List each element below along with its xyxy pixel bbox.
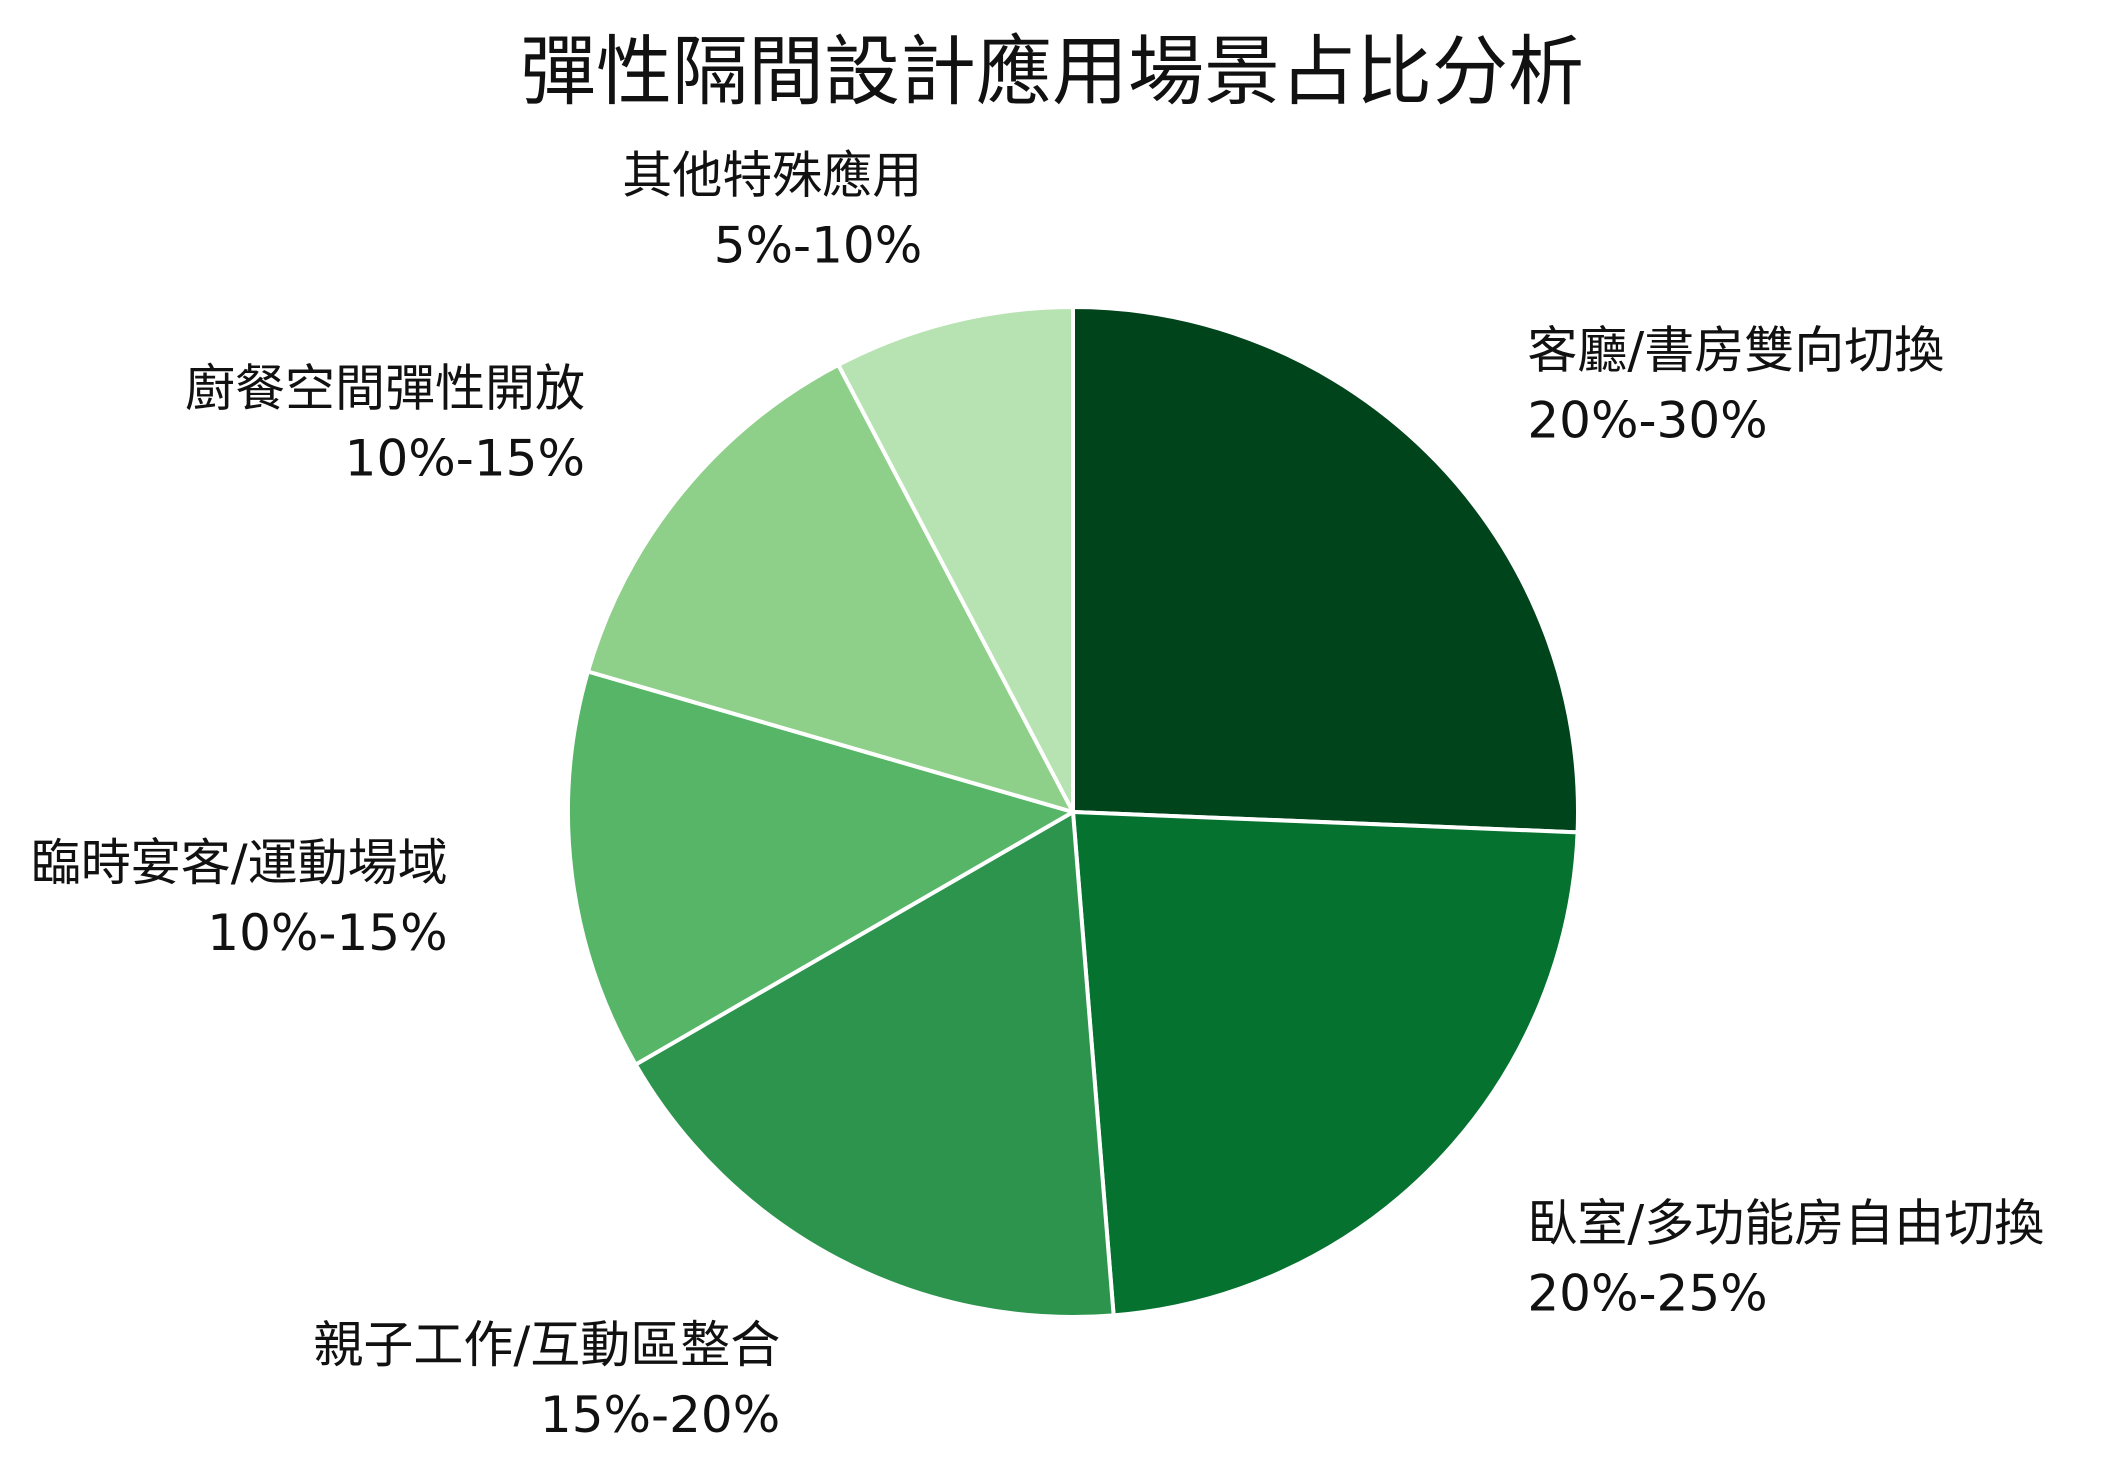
slice-label-range-2: 20%-25% [1527, 1264, 1767, 1322]
chart-title: 彈性隔間設計應用場景占比分析 [520, 27, 1584, 116]
slice-label-name-6: 其他特殊應用 [622, 146, 922, 204]
pie-slices [566, 305, 1580, 1319]
pie-labels: 客廳/書房雙向切換 20%-30% 臥室/多功能房自由切換 20%-25% 親子工作/互… [31, 146, 2044, 1444]
pie-slice-1 [1071, 305, 1580, 835]
slice-label-range-4: 10%-15% [207, 904, 447, 962]
slice-label-name-5: 廚餐空間彈性開放 [185, 360, 585, 418]
slice-label-name-3: 親子工作/互動區整合 [313, 1316, 780, 1374]
slice-label-name-4: 臨時宴客/運動場域 [31, 834, 448, 892]
slice-label-range-1: 20%-30% [1527, 392, 1767, 450]
slice-label-range-6: 5%-10% [714, 216, 923, 274]
slice-label-name-1: 客廳/書房雙向切換 [1527, 322, 1944, 380]
slice-label-name-2: 臥室/多功能房自由切換 [1527, 1194, 2044, 1252]
slice-label-range-5: 10%-15% [345, 430, 585, 488]
pie-slice-5 [585, 362, 1075, 814]
pie-slice-6 [836, 305, 1075, 814]
pie-slice-4 [566, 669, 1075, 1067]
pie-slice-2 [1071, 810, 1580, 1318]
pie-slice-3 [633, 810, 1116, 1319]
slice-label-range-3: 15%-20% [540, 1386, 780, 1444]
